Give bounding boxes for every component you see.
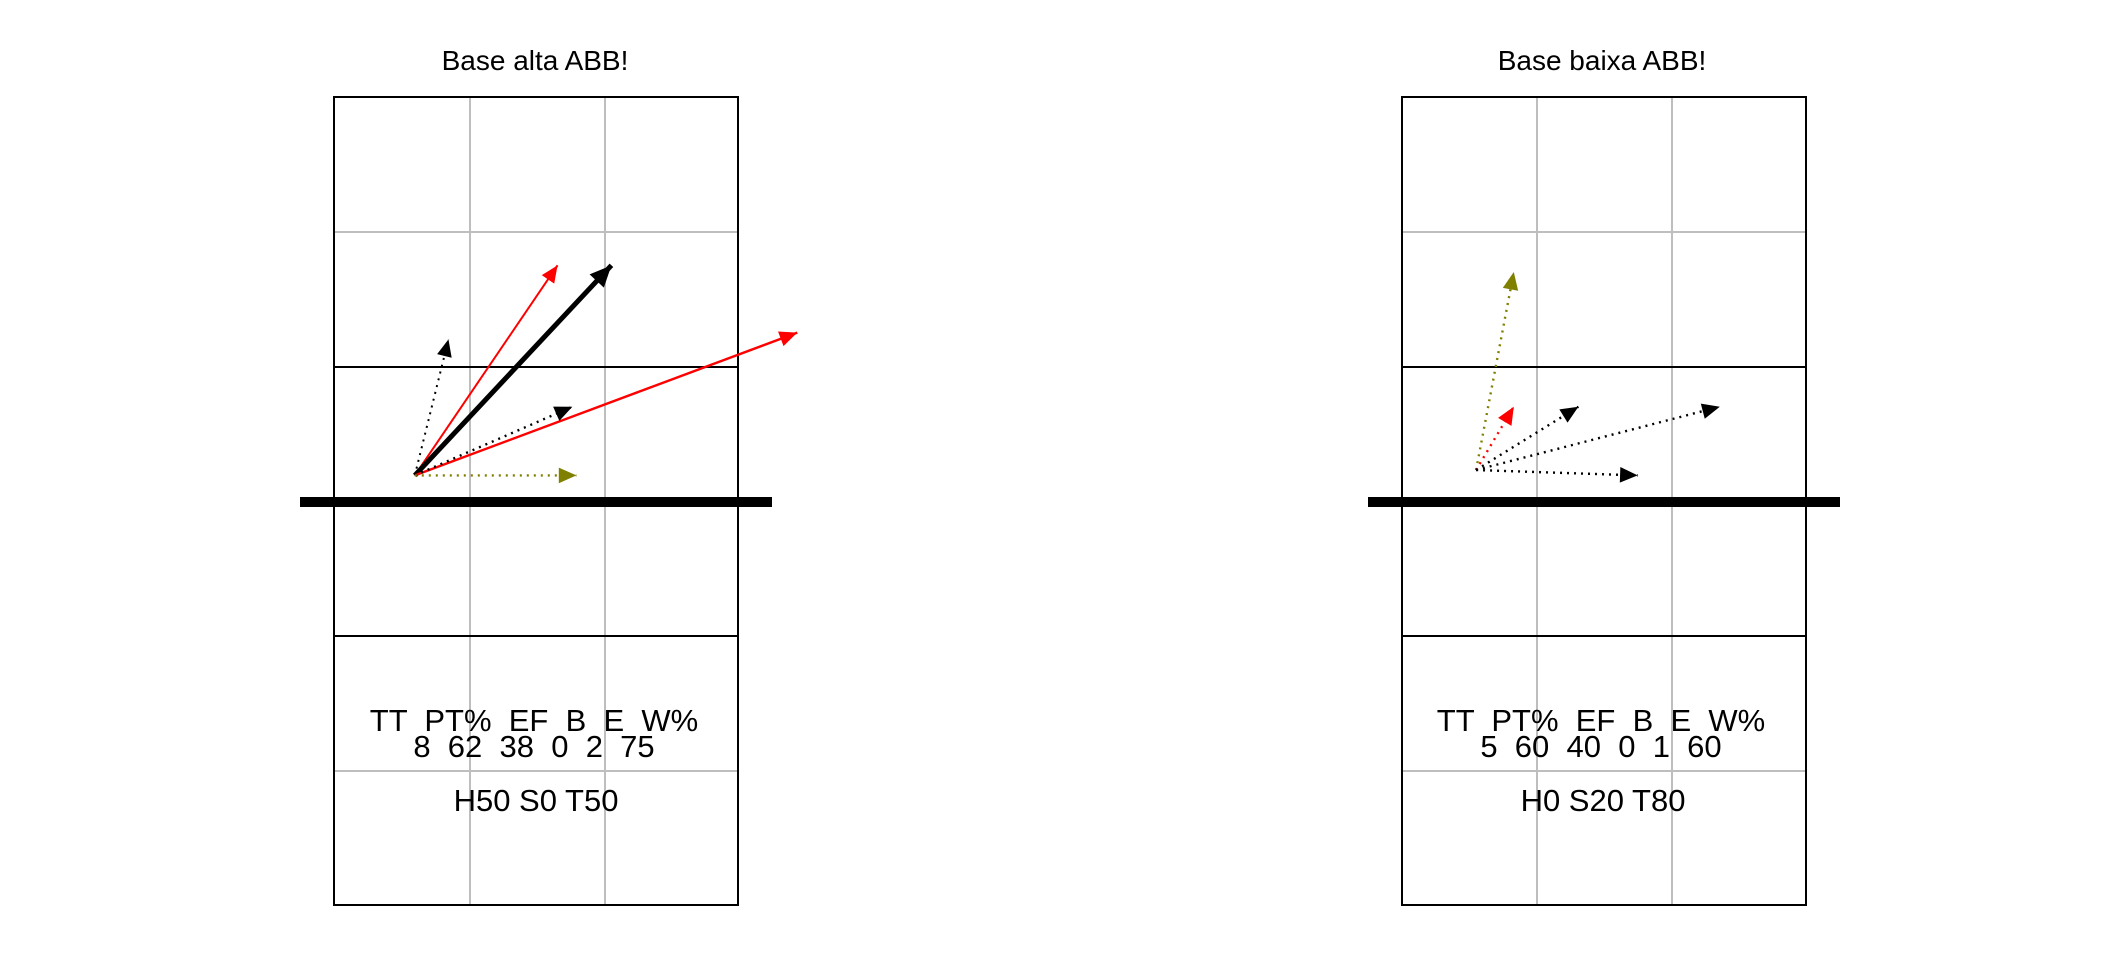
attack-arrow-head [541,265,558,284]
attack-arrow-line [1475,405,1580,472]
attack-arrow-line [414,405,573,477]
attack-arrow-head [1619,467,1638,483]
attack-arrows [412,263,798,484]
attack-arrow-head [437,339,452,358]
panel-title: Base baixa ABB! [1498,45,1707,76]
attack-arrow-line [413,339,450,476]
attack-arrow-head [558,467,577,484]
attack-arrow-line [1476,468,1638,477]
court-panel-base-baixa: Base baixa ABB! TT PT% EF B E W% 5 60 40… [1368,45,1840,906]
hst-summary: H0 S20 T80 [1521,783,1686,818]
attack-arrow-head [553,406,573,421]
attack-arrow-head [589,265,612,288]
stats-header: TT PT% EF B E W% [1437,703,1765,738]
attack-arrow-line [412,263,614,478]
attack-arrow-head [1559,406,1579,423]
stats-values: 8 62 38 0 2 75 [413,729,654,764]
attack-arrow-line [413,264,559,476]
stats-values: 5 60 40 0 1 60 [1480,729,1721,764]
panel-title: Base alta ABB! [442,45,629,76]
hst-summary: H50 S0 T50 [454,783,619,818]
court-panel-base-alta: Base alta ABB! TT PT% EF B E W% 8 62 38 … [300,45,798,906]
attack-arrow-head [1498,406,1514,426]
attack-arrow-head [1700,403,1720,419]
attack-arrow-head [1502,272,1519,291]
attack-arrow-line [1475,405,1721,472]
attack-arrows [1474,271,1721,483]
attack-arrow-head [778,331,798,347]
stats-header: TT PT% EF B E W% [370,703,698,738]
attack-arrow-line [414,331,798,477]
attack-arrow-line [1475,406,1515,471]
